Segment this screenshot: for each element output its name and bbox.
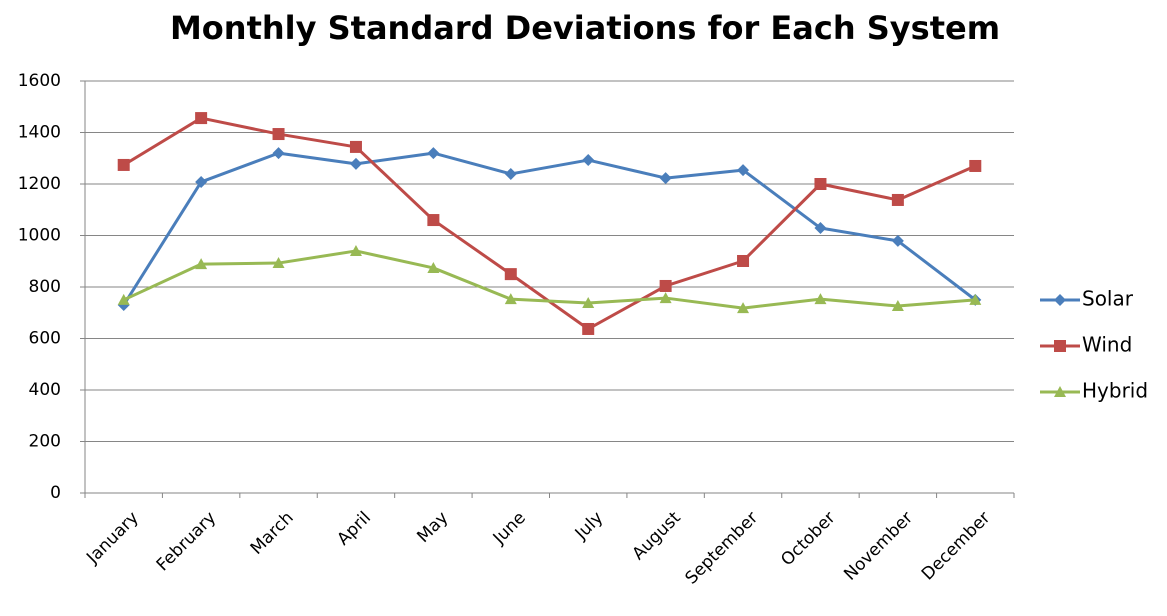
marker [969,159,982,172]
legend-label: Wind [1082,333,1132,357]
marker [272,128,285,141]
series-line [122,116,976,331]
marker [272,147,285,160]
marker [659,172,672,185]
y-tick-label: 1600 [18,71,61,91]
y-tick-label: 400 [29,380,61,400]
x-tick-label: June [489,508,530,549]
marker [427,261,440,273]
x-tick-label: July [571,508,607,544]
legend-label: Solar [1082,287,1134,311]
series-line [122,151,977,306]
marker [195,175,208,188]
y-tick-label: 800 [29,277,61,297]
marker [891,234,904,247]
marker [1054,386,1066,397]
marker [891,193,904,206]
marker [349,157,362,170]
y-tick-label: 600 [29,329,61,349]
marker [427,147,440,160]
marker [1054,294,1066,306]
marker [891,300,904,312]
marker [195,112,208,125]
y-tick-label: 1400 [18,123,61,143]
marker [504,268,517,281]
y-tick-label: 0 [50,483,61,503]
y-tick-label: 1000 [18,226,61,246]
x-tick-label: January [82,508,142,568]
x-tick-label: March [247,508,298,559]
chart-title: Monthly Standard Deviations for Each Sys… [170,9,1000,47]
marker [814,178,827,190]
marker [117,158,130,171]
x-tick-label: April [333,508,375,550]
marker [969,293,982,305]
marker [737,302,750,314]
x-tick-label: February [153,508,220,575]
marker [117,293,130,305]
x-tick-label: November [840,508,917,585]
marker [582,322,595,335]
marker [659,292,672,304]
marker [504,167,517,180]
series-line [123,249,976,310]
marker [427,214,440,227]
x-tick-label: August [628,508,684,564]
legend-label: Hybrid [1082,379,1148,403]
marker [195,258,208,270]
x-tick-label: May [413,508,452,547]
y-tick-label: 200 [29,432,61,452]
marker [582,154,595,167]
marker [349,244,362,256]
marker [349,140,362,153]
marker [659,279,672,292]
marker [737,254,750,267]
marker [814,293,827,305]
x-tick-label: December [918,508,994,584]
marker [814,222,827,235]
marker [737,164,750,177]
marker [272,257,285,269]
marker [582,296,595,308]
x-tick-label: October [777,508,839,570]
marker [504,293,517,305]
marker [1054,340,1066,352]
y-tick-label: 1200 [18,174,61,194]
x-tick-label: September [682,508,763,589]
